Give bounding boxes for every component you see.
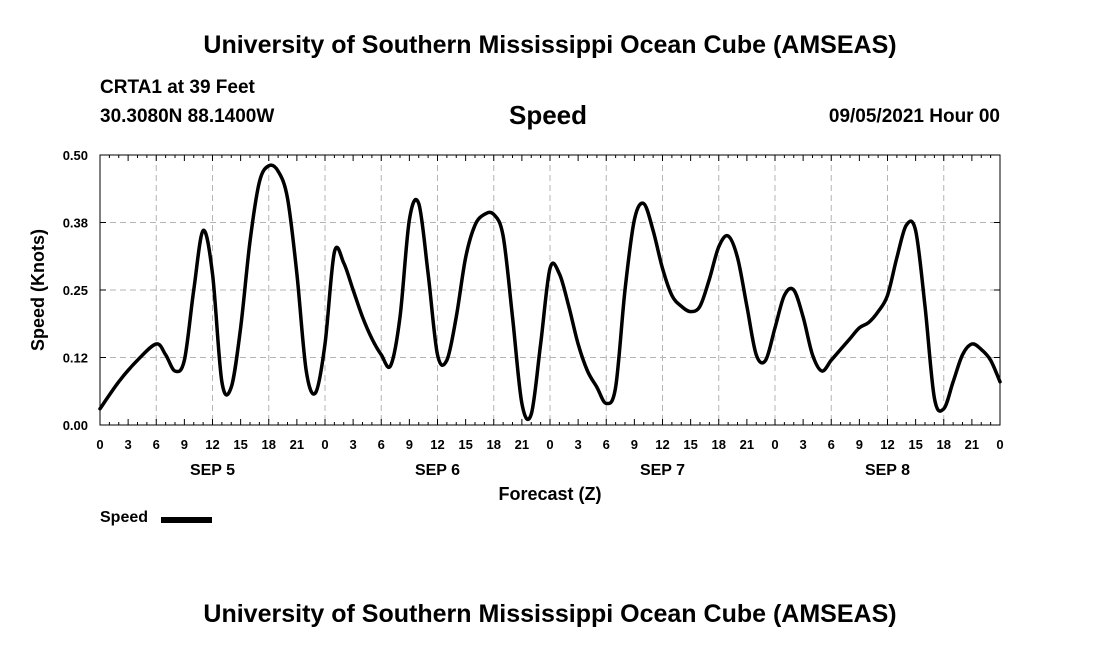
x-tick-label: 15 bbox=[458, 437, 472, 452]
x-tick-label: 0 bbox=[996, 437, 1003, 452]
day-label: SEP 8 bbox=[865, 462, 910, 479]
datetime-label: 09/05/2021 Hour 00 bbox=[828, 106, 1000, 127]
coords-label: 30.3080N 88.1400W bbox=[100, 106, 275, 127]
station-label: CRTA1 at 39 Feet bbox=[100, 77, 255, 98]
legend-label: Speed bbox=[100, 509, 149, 526]
x-tick-label: 3 bbox=[800, 437, 807, 452]
x-tick-label: 3 bbox=[575, 437, 582, 452]
x-tick-label: 3 bbox=[125, 437, 132, 452]
x-tick-label: 15 bbox=[233, 437, 247, 452]
x-tick-label: 18 bbox=[487, 437, 501, 452]
series-line-speed bbox=[98, 163, 1002, 422]
x-tick-label: 18 bbox=[262, 437, 276, 452]
x-tick-label: 18 bbox=[712, 437, 726, 452]
x-tick-label: 0 bbox=[321, 437, 328, 452]
variable-label: Speed bbox=[509, 100, 588, 130]
y-tick-label: 0.25 bbox=[63, 283, 88, 298]
y-axis-title: Speed (Knots) bbox=[28, 229, 48, 351]
x-tick-label: 3 bbox=[350, 437, 357, 452]
x-tick-label: 21 bbox=[740, 437, 754, 452]
x-tick-label: 12 bbox=[880, 437, 894, 452]
x-tick-label: 0 bbox=[771, 437, 778, 452]
x-tick-label: 6 bbox=[603, 437, 610, 452]
x-tick-label: 9 bbox=[181, 437, 188, 452]
x-tick-label: 9 bbox=[406, 437, 413, 452]
x-tick-label: 15 bbox=[908, 437, 922, 452]
x-axis-title: Forecast (Z) bbox=[498, 484, 601, 504]
y-tick-label: 0.50 bbox=[63, 148, 88, 163]
day-label: SEP 7 bbox=[640, 462, 685, 479]
x-tick-label: 9 bbox=[631, 437, 638, 452]
x-tick-label: 12 bbox=[430, 437, 444, 452]
x-tick-label: 0 bbox=[546, 437, 553, 452]
day-label: SEP 5 bbox=[190, 462, 235, 479]
x-tick-label: 0 bbox=[96, 437, 103, 452]
y-tick-label: 0.00 bbox=[63, 418, 88, 433]
x-tick-label: 12 bbox=[655, 437, 669, 452]
title-bottom: University of Southern Mississippi Ocean… bbox=[203, 600, 897, 628]
x-tick-label: 6 bbox=[153, 437, 160, 452]
title-top: University of Southern Mississippi Ocean… bbox=[203, 31, 897, 59]
x-tick-label: 21 bbox=[290, 437, 304, 452]
x-tick-label: 21 bbox=[515, 437, 529, 452]
y-tick-label: 0.38 bbox=[63, 216, 88, 231]
x-tick-label: 12 bbox=[205, 437, 219, 452]
y-tick-label: 0.12 bbox=[63, 351, 88, 366]
x-tick-label: 15 bbox=[683, 437, 697, 452]
day-label: SEP 6 bbox=[415, 462, 460, 479]
x-tick-label: 6 bbox=[378, 437, 385, 452]
legend-swatch bbox=[161, 517, 212, 523]
x-tick-label: 21 bbox=[965, 437, 979, 452]
x-tick-label: 18 bbox=[937, 437, 951, 452]
x-tick-label: 9 bbox=[856, 437, 863, 452]
x-tick-label: 6 bbox=[828, 437, 835, 452]
